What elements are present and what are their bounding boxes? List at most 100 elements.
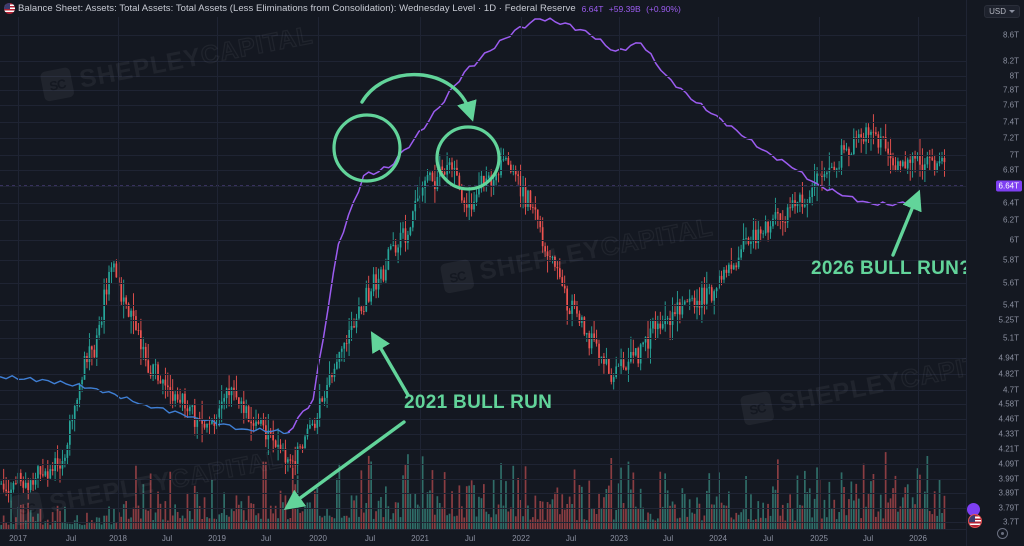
gridline-horizontal [0,358,966,359]
time-tick-label: 2023 [610,534,628,543]
annotation-text: 2026 BULL RUN? [811,258,966,279]
price-tick-label: 5.6T [1002,278,1019,288]
us-flag-marker-badge[interactable] [968,514,982,528]
gridline-horizontal [0,138,966,139]
gridline-horizontal [0,493,966,494]
gridline-horizontal [0,374,966,375]
chart-header: Balance Sheet: Assets: Total Assets: Tot… [0,0,1024,17]
gridline-horizontal [0,76,966,77]
price-tick-label: 7.8T [1002,85,1019,95]
change-absolute: +59.39B [608,3,641,14]
price-tick-label: 4.46T [998,414,1019,424]
price-tick-label: 7T [1009,150,1019,160]
time-tick-label: 2025 [810,534,828,543]
price-tick-label: 4.94T [998,353,1019,363]
gridline-horizontal [0,522,966,523]
price-tick-label: 3.99T [998,474,1019,484]
time-tick-label: 2026 [909,534,927,543]
time-tick-label: Jul [862,534,874,543]
gridline-horizontal [0,449,966,450]
price-tick-label: 6.2T [1002,215,1019,225]
price-tick-label: 7.4T [1002,117,1019,127]
change-percent: (+0.90%) [646,3,681,14]
gridline-horizontal [0,390,966,391]
gridline-vertical [217,17,218,529]
time-tick-label: Jul [662,534,674,543]
gridline-horizontal [0,419,966,420]
gridline-horizontal [0,434,966,435]
annotation-text: 2021 BULL RUN [404,392,553,413]
gridline-horizontal [0,338,966,339]
current-price-badge: 6.64T [995,180,1022,192]
symbol-title[interactable]: Balance Sheet: Assets: Total Assets: Tot… [18,3,576,14]
gridline-horizontal [0,220,966,221]
price-tick-label: 5.8T [1002,255,1019,265]
time-tick-label: Jul [464,534,476,543]
price-tick-label: 4.7T [1002,385,1019,395]
gridline-horizontal [0,479,966,480]
price-tick-label: 4.21T [998,444,1019,454]
gridline-horizontal [0,186,966,187]
currency-selector[interactable]: USD [984,5,1020,18]
price-tick-label: 8.6T [1002,30,1019,40]
gridline-horizontal [0,305,966,306]
gridline-horizontal [0,404,966,405]
gridline-horizontal [0,90,966,91]
gridline-vertical [619,17,620,529]
price-tick-label: 3.89T [998,488,1019,498]
gridline-vertical [318,17,319,529]
time-tick-label: 2022 [512,534,530,543]
quote-values: 6.64T +59.39B (+0.90%) [582,4,684,14]
price-tick-label: 5.4T [1002,300,1019,310]
price-scale[interactable]: USD 8.6T 8.2T 8T 7.8T 7.6T 7.4T 7.2T 7T 6.8T 6.4T… [966,0,1024,546]
gear-icon[interactable] [997,528,1008,539]
price-tick-label: 4.33T [998,429,1019,439]
time-tick-label: Jul [565,534,577,543]
last-value: 6.64T [581,3,604,14]
us-flag-icon [4,3,15,14]
time-tick-label: 2018 [109,534,127,543]
price-tick-label: 7.6T [1002,100,1019,110]
price-tick-label: 3.7T [1002,517,1019,527]
price-tick-label: 8.2T [1002,56,1019,66]
time-scale[interactable]: 2017 Jul 2018 Jul 2019 Jul 2020 Jul 2021 Jul 2022 J… [0,529,966,546]
gridline-horizontal [0,283,966,284]
fed-series-marker-badge[interactable] [967,503,980,516]
price-tick-label: 4.58T [998,399,1019,409]
price-tick-label: 4.82T [998,369,1019,379]
time-tick-label: Jul [364,534,376,543]
gridline-horizontal [0,61,966,62]
time-tick-label: Jul [260,534,272,543]
time-tick-label: Jul [65,534,77,543]
gridline-vertical [420,17,421,529]
gridline-vertical [521,17,522,529]
gridline-horizontal [0,464,966,465]
gridline-horizontal [0,170,966,171]
time-tick-label: 2019 [208,534,226,543]
gridline-vertical [718,17,719,529]
gridline-horizontal [0,122,966,123]
time-tick-label: 2024 [709,534,727,543]
gridline-horizontal [0,203,966,204]
gridline-vertical [118,17,119,529]
price-tick-label: 5.1T [1002,333,1019,343]
gridline-horizontal [0,35,966,36]
time-tick-label: Jul [762,534,774,543]
time-tick-label: 2017 [9,534,27,543]
gridline-horizontal [0,320,966,321]
price-tick-label: 5.25T [998,315,1019,325]
time-tick-label: 2021 [411,534,429,543]
gridline-horizontal [0,240,966,241]
gridline-horizontal [0,508,966,509]
chart-plot-area[interactable]: SC SHEPLEYCAPITAL SC SHEPLEYCAPITAL SC SHEPLE… [0,17,966,529]
time-tick-label: 2020 [309,534,327,543]
price-tick-label: 6T [1009,235,1019,245]
chevron-down-icon [1009,10,1015,13]
gridline-vertical [18,17,19,529]
price-tick-label: 4.09T [998,459,1019,469]
gridline-vertical [819,17,820,529]
gridline-horizontal [0,155,966,156]
time-tick-label: Jul [161,534,173,543]
price-tick-label: 6.4T [1002,198,1019,208]
